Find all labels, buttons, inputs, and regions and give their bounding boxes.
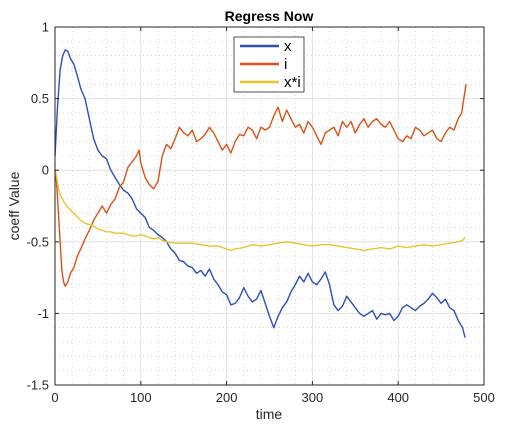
x-tick-labels: 0 100 200 300 400 500: [51, 390, 494, 405]
legend-label-i: i: [284, 56, 287, 73]
series-line-x: [54, 49, 466, 338]
x-tick-label: 200: [216, 390, 238, 405]
y-tick-label: -1.5: [27, 378, 49, 393]
tick-marks: [54, 26, 485, 386]
series-line-i: [54, 84, 467, 287]
y-tick-label: 0: [42, 163, 49, 178]
x-tick-label: 400: [387, 390, 409, 405]
series-line-xi: [54, 170, 466, 252]
x-tick-label: 300: [302, 390, 324, 405]
legend: x i x*i: [233, 36, 305, 93]
plot-frame: [54, 26, 485, 386]
legend-label-x: x: [284, 38, 292, 55]
legend-label-xi: x*i: [284, 74, 301, 91]
major-grid: [54, 26, 485, 386]
chart-title: Regress Now: [225, 8, 314, 24]
y-tick-label: 0.5: [31, 91, 49, 106]
x-axis-label: time: [256, 406, 283, 422]
y-tick-label: 1: [42, 20, 49, 35]
x-tick-label: 100: [130, 390, 152, 405]
series-layer: [54, 49, 467, 338]
x-tick-label: 0: [51, 390, 58, 405]
y-tick-label: -0.5: [27, 234, 49, 249]
y-tick-labels: -1.5 -1 -0.5 0 0.5 1: [27, 20, 49, 393]
y-tick-label: -1: [37, 306, 49, 321]
y-axis-label: coeff Value: [6, 171, 22, 240]
x-tick-label: 500: [473, 390, 495, 405]
